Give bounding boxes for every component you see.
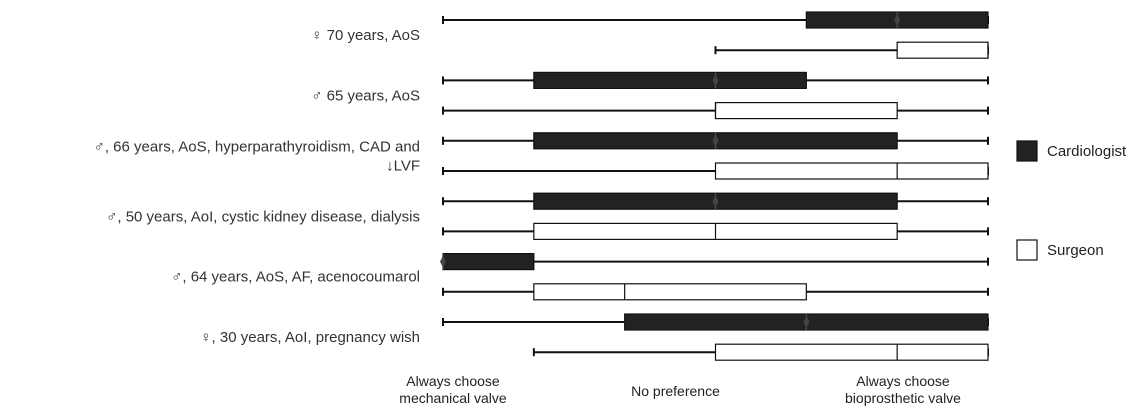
cardiologist-box-row <box>442 71 989 90</box>
median-marker <box>712 74 719 87</box>
case-label-line: ♀, 30 years, AoI, pregnancy wish <box>200 329 420 346</box>
boxplot-rows <box>440 11 989 361</box>
legend-label: Surgeon <box>1047 242 1104 259</box>
case-label: ♂, 64 years, AoS, AF, acenocoumarol <box>171 269 420 286</box>
legend-item-cardiologist: Cardiologist <box>1016 140 1127 162</box>
x-axis-label-line: Always choose <box>406 373 500 389</box>
case-label-line: ♂, 66 years, AoS, hyperparathyroidism, C… <box>94 138 420 155</box>
surgeon-box-row <box>442 101 989 120</box>
cardiologist-box-row <box>442 313 989 331</box>
iqr-box <box>533 71 807 90</box>
surgeon-box-row <box>442 162 989 180</box>
case-label: ♂ 65 years, AoS <box>311 88 420 105</box>
case-label-line: ↓LVF <box>386 157 420 174</box>
x-axis-label: No preference <box>631 383 720 399</box>
median-marker <box>712 195 719 208</box>
cardiologist-box-row <box>442 11 989 29</box>
case-label-line: ♂ 65 years, AoS <box>311 88 420 105</box>
legend-label: Cardiologist <box>1047 143 1127 160</box>
iqr-box <box>533 283 807 301</box>
iqr-box <box>442 253 535 271</box>
cardiologist-box-row <box>440 253 989 271</box>
case-label-line: ♀ 70 years, AoS <box>311 27 420 44</box>
case-label: ♀ 70 years, AoS <box>311 27 420 44</box>
iqr-box <box>714 101 898 120</box>
median-marker <box>894 14 901 26</box>
iqr-box <box>896 41 989 59</box>
case-label: ♀, 30 years, AoI, pregnancy wish <box>200 329 420 346</box>
x-axis-label-line: bioprosthetic valve <box>845 390 961 406</box>
surgeon-box-row <box>532 343 989 361</box>
case-label-line: ♂, 50 years, AoI, cystic kidney disease,… <box>106 208 420 225</box>
legend-swatch <box>1016 239 1038 261</box>
x-axis-label-line: Always choose <box>856 373 950 389</box>
median-marker <box>440 255 446 268</box>
case-label: ♂, 50 years, AoI, cystic kidney disease,… <box>106 208 420 225</box>
median-marker <box>712 134 719 147</box>
legend: Cardiologist Surgeon <box>1016 140 1127 261</box>
surgeon-box-row <box>442 222 989 240</box>
case-labels: ♀ 70 years, AoS ♂ 65 years, AoS ♂, 66 year… <box>94 27 420 346</box>
cardiologist-box-row <box>442 132 989 150</box>
iqr-box <box>714 162 989 180</box>
case-label: ♂, 66 years, AoS, hyperparathyroidism, C… <box>94 138 420 174</box>
x-axis-labels: Always choose mechanical valve No preferen… <box>399 373 961 406</box>
cardiologist-box-row <box>442 192 989 210</box>
case-label-line: ♂, 64 years, AoS, AF, acenocoumarol <box>171 269 420 286</box>
x-axis-label-line: mechanical valve <box>399 390 507 406</box>
iqr-box <box>714 343 989 361</box>
legend-swatch <box>1016 140 1038 162</box>
median-marker <box>803 316 810 328</box>
surgeon-box-row <box>442 283 989 301</box>
surgeon-box-row <box>714 41 989 59</box>
x-axis-label: Always choose bioprosthetic valve <box>845 373 961 406</box>
x-axis-label-line: No preference <box>631 383 720 399</box>
x-axis-label: Always choose mechanical valve <box>399 373 507 406</box>
legend-item-surgeon: Surgeon <box>1016 239 1104 261</box>
